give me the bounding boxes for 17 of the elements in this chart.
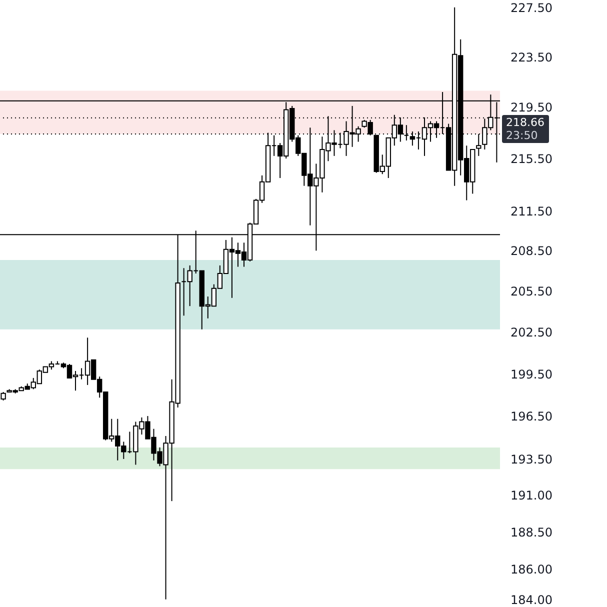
y-tick-label: 223.50: [510, 50, 552, 64]
y-tick-label: 215.50: [510, 152, 552, 166]
y-tick-label: 191.00: [510, 488, 552, 503]
y-tick-label: 208.50: [510, 244, 552, 258]
y-tick-label: 184.00: [510, 592, 552, 607]
y-tick-label: 196.50: [510, 410, 552, 424]
y-tick-label: 188.50: [510, 526, 552, 540]
y-tick-label: 199.50: [510, 367, 552, 382]
y-tick-label: 227.50: [510, 0, 552, 15]
ref-line-label: 218.66: [506, 116, 544, 130]
y-tick-label: 211.50: [510, 204, 552, 218]
y-tick-label: 219.50: [510, 100, 552, 115]
text: 23:50: [506, 129, 539, 142]
y-tick-label: 193.50: [510, 452, 552, 466]
y-tick-label: 202.50: [510, 326, 552, 340]
y-tick-label: 205.50: [510, 284, 552, 299]
y-tick-label: 186.00: [510, 562, 552, 577]
